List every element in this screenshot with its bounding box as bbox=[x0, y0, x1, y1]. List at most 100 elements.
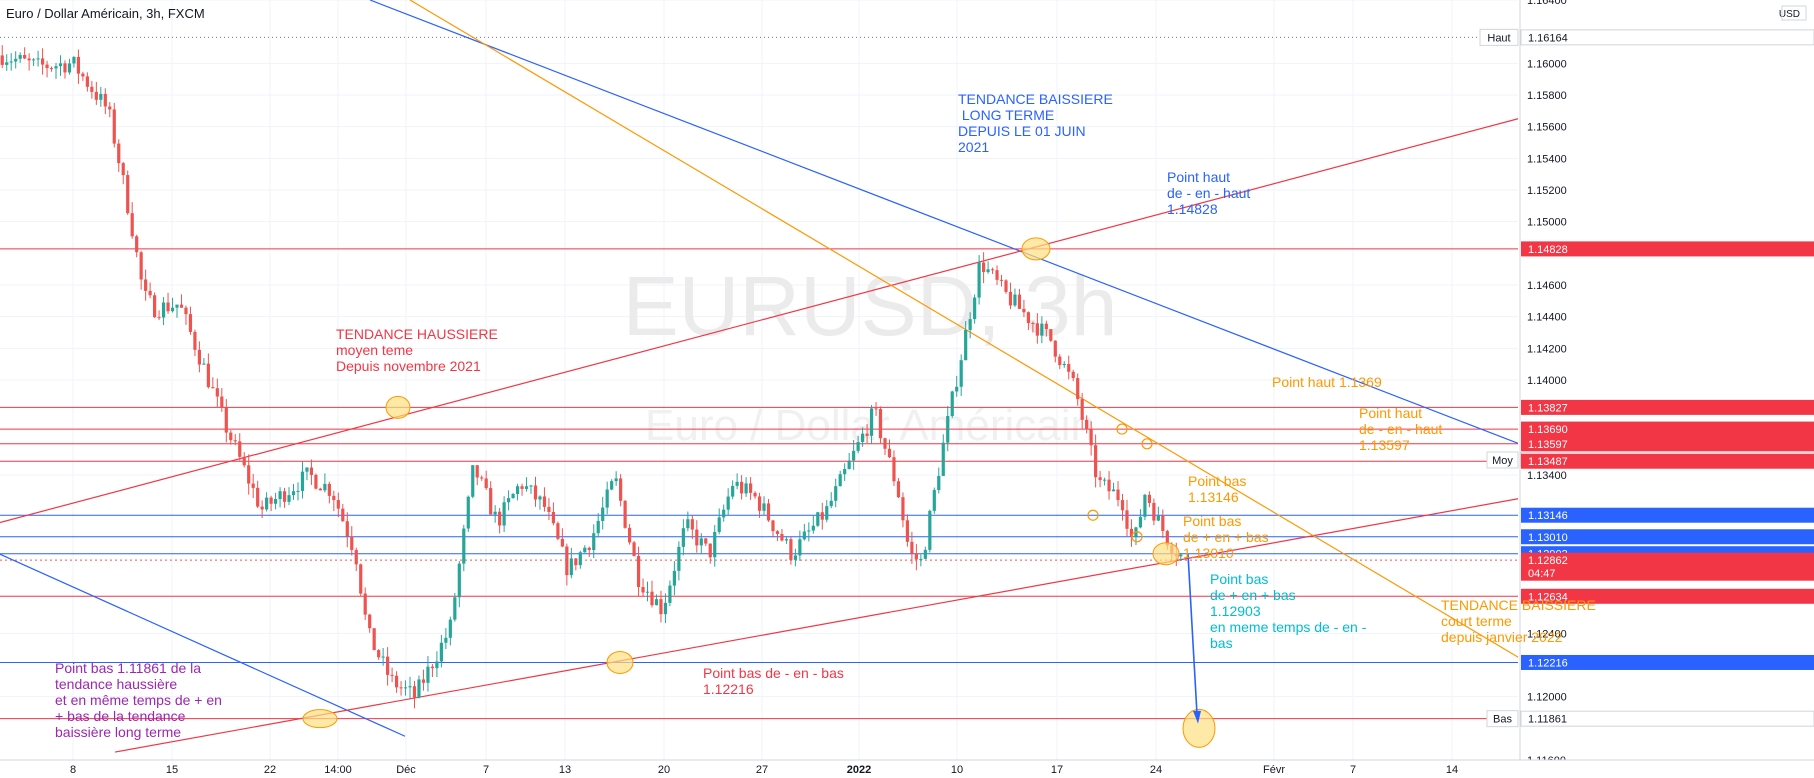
candle-body bbox=[937, 475, 941, 491]
candle-body bbox=[932, 490, 936, 511]
candle-body bbox=[1107, 479, 1111, 492]
candle-body bbox=[126, 175, 130, 214]
candle-body bbox=[614, 478, 618, 482]
candle-body bbox=[220, 396, 224, 408]
candle-body bbox=[1111, 489, 1116, 492]
point-marker bbox=[1131, 531, 1143, 543]
candle-body bbox=[58, 63, 63, 67]
candle-body bbox=[278, 491, 282, 500]
candle-body bbox=[309, 467, 314, 475]
candle-body bbox=[583, 547, 587, 553]
candle-body bbox=[623, 500, 627, 528]
candle-body bbox=[941, 442, 945, 476]
candle-body bbox=[748, 483, 753, 493]
candle-body bbox=[90, 86, 94, 92]
candle-body bbox=[332, 495, 336, 501]
candle-body bbox=[901, 497, 905, 521]
candle-body bbox=[1152, 502, 1156, 521]
candle-body bbox=[72, 56, 76, 64]
medium-term-uptrend-line bbox=[0, 118, 1519, 524]
price-badge bbox=[1521, 588, 1814, 604]
candle-body bbox=[722, 509, 726, 518]
chart-annotation: TENDANCE BAISSIERE LONG TERME DEPUIS LE … bbox=[958, 91, 1113, 155]
candle-body bbox=[556, 523, 560, 539]
candle-body bbox=[1004, 280, 1008, 292]
price-badge bbox=[1521, 654, 1814, 670]
candle-body bbox=[256, 487, 260, 507]
candle-body bbox=[852, 450, 856, 461]
long-term-downtrend-line bbox=[369, 0, 1519, 444]
candle-body bbox=[54, 66, 58, 69]
price-badge bbox=[1521, 241, 1814, 257]
time-axis[interactable]: 8 15 22 14:00 Déc 7 13 20 27 2022 10 17 24 Févr 7 14 bbox=[0, 759, 1814, 778]
candle-body bbox=[327, 483, 331, 496]
candle-body bbox=[740, 481, 744, 494]
candle-body bbox=[757, 496, 762, 511]
price-tick-label: 1.12000 bbox=[1527, 692, 1567, 704]
candle-body bbox=[175, 304, 179, 308]
candle-body bbox=[560, 538, 564, 547]
candle-body bbox=[1031, 323, 1035, 325]
candle-body bbox=[995, 270, 999, 280]
candle-body bbox=[412, 686, 417, 698]
price-badge-value: 1.12634 bbox=[1528, 591, 1568, 603]
candle-body bbox=[959, 360, 963, 387]
candle-body bbox=[430, 666, 435, 669]
candle-body bbox=[45, 64, 49, 69]
time-tick-label: 2022 bbox=[847, 764, 871, 776]
candle-body bbox=[887, 448, 892, 458]
candle-body bbox=[1008, 291, 1013, 306]
candle-body bbox=[1062, 363, 1066, 366]
candle-body bbox=[578, 552, 582, 566]
candle-body bbox=[973, 297, 977, 320]
candle-body bbox=[49, 68, 54, 70]
candle-body bbox=[627, 527, 632, 543]
candle-body bbox=[950, 391, 954, 416]
candle-body bbox=[184, 307, 188, 315]
candle-body bbox=[117, 143, 121, 164]
time-tick-label: 10 bbox=[951, 764, 963, 776]
time-tick-label: 14 bbox=[1446, 764, 1458, 776]
candle-body bbox=[784, 539, 789, 541]
candle-body bbox=[977, 262, 981, 298]
candle-body bbox=[816, 512, 820, 526]
time-tick-label: 7 bbox=[1350, 764, 1356, 776]
axis-currency-label: USD bbox=[1779, 9, 1800, 20]
candle-body bbox=[964, 329, 968, 361]
price-axis[interactable]: 1.16400 1.16000 1.15800 1.15600 1.15400 1.152… bbox=[1479, 0, 1814, 778]
point-marker bbox=[1141, 438, 1153, 450]
candle-body bbox=[202, 363, 206, 365]
candle-body bbox=[394, 675, 399, 688]
candle-body bbox=[829, 500, 833, 507]
candle-body bbox=[368, 614, 372, 629]
candle-body bbox=[403, 687, 408, 689]
candle-body bbox=[838, 474, 842, 487]
chart-annotation: Point haut de - en - haut 1.13597 bbox=[1359, 405, 1443, 453]
candle-body bbox=[1129, 528, 1134, 537]
point-marker bbox=[1116, 423, 1128, 435]
candle-body bbox=[265, 497, 269, 510]
candle-body bbox=[986, 269, 990, 273]
candle-body bbox=[112, 109, 116, 144]
trend-lines bbox=[0, 0, 1519, 753]
price-tick-label: 1.15800 bbox=[1527, 90, 1567, 102]
candle-body bbox=[1076, 378, 1080, 400]
candle-body bbox=[135, 236, 139, 253]
candle-body bbox=[5, 62, 9, 65]
chart-annotation: Point bas de + en + bas 1.13010 bbox=[1183, 513, 1269, 561]
candle-body bbox=[861, 433, 865, 443]
candle-body bbox=[251, 483, 255, 488]
time-tick-label: 22 bbox=[264, 764, 276, 776]
price-badge bbox=[1521, 453, 1814, 469]
chart-annotation: Point bas 1.13146 bbox=[1188, 473, 1247, 505]
candle-body bbox=[121, 163, 125, 176]
time-tick-label: 8 bbox=[70, 764, 76, 776]
candle-body bbox=[856, 442, 860, 451]
price-badge-tag bbox=[1486, 710, 1519, 728]
price-tick-label: 1.13400 bbox=[1527, 470, 1567, 482]
candle-body bbox=[843, 468, 847, 475]
time-tick-label: 17 bbox=[1051, 764, 1063, 776]
candle-body bbox=[32, 59, 36, 61]
price-tick-label: 1.14600 bbox=[1527, 280, 1567, 292]
